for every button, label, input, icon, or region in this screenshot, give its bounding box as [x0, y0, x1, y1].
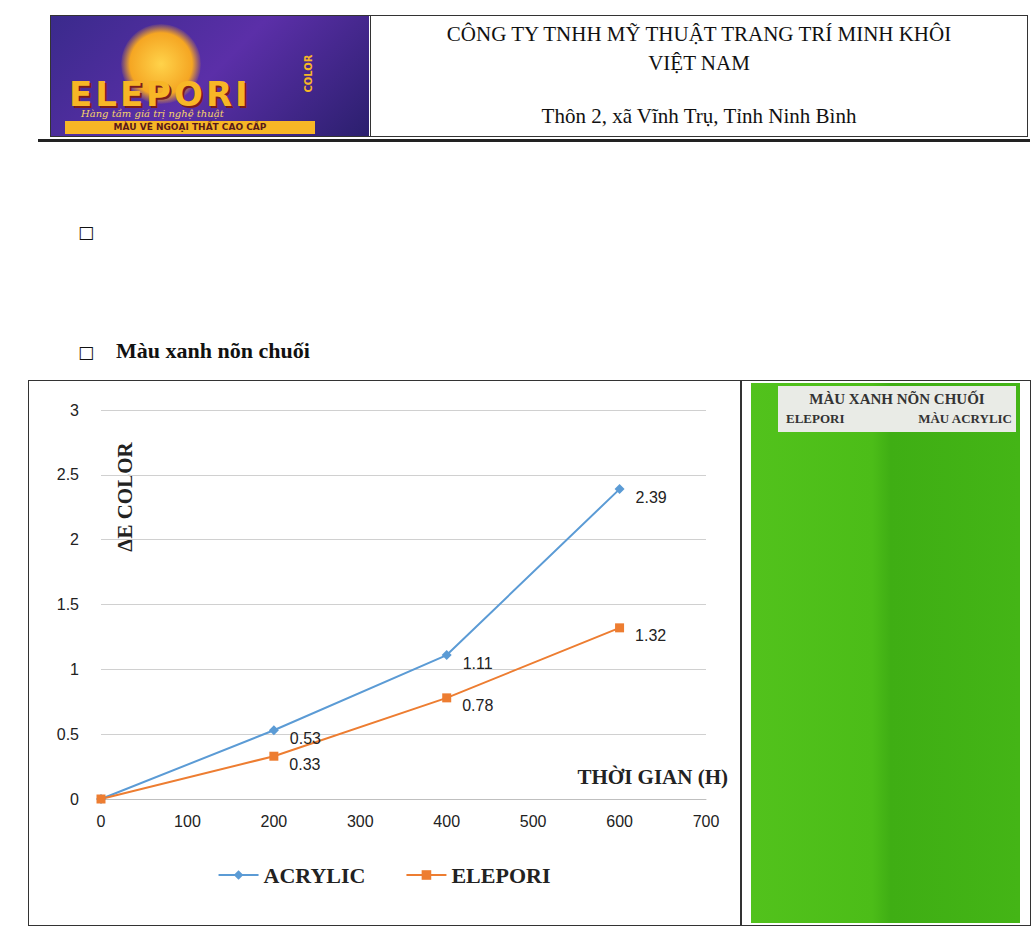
svg-text:ACRYLIC: ACRYLIC: [264, 863, 366, 888]
html-text:VIỆT NAM: VIỆT NAM: [648, 51, 750, 75]
svg-text:300: 300: [347, 813, 374, 830]
svg-text:500: 500: [520, 813, 547, 830]
svg-text:1: 1: [70, 661, 79, 678]
svg-text:THỜI GIAN (H): THỜI GIAN (H): [577, 765, 728, 789]
svg-text:0: 0: [97, 813, 106, 830]
svg-text:3: 3: [70, 402, 79, 419]
svg-text:200: 200: [261, 813, 288, 830]
html-text:CÔNG TY TNHH MỸ THUẬT TRANG TR: CÔNG TY TNHH MỸ THUẬT TRANG TRÍ MINH KHÔ…: [446, 22, 952, 46]
html-text:ELEPORI: ELEPORI: [69, 74, 251, 114]
svg-text:100: 100: [174, 813, 201, 830]
svg-text:0.5: 0.5: [57, 726, 79, 743]
html-text:MÀU XANH NÕN CHUỐI: MÀU XANH NÕN CHUỐI: [809, 391, 985, 407]
svg-text:2.39: 2.39: [636, 489, 667, 506]
svg-text:1.11: 1.11: [463, 655, 493, 672]
svg-text:ΔE COLOR: ΔE COLOR: [113, 441, 137, 551]
html-text:MÀU VẼ NGOẠI THẤT CAO CẤP: MÀU VẼ NGOẠI THẤT CAO CẤP: [113, 122, 267, 132]
svg-text:1.5: 1.5: [57, 596, 79, 613]
svg-text:0.33: 0.33: [289, 756, 320, 773]
svg-text:400: 400: [433, 813, 460, 830]
svg-text:2.5: 2.5: [57, 466, 79, 483]
html-text:COLOR: COLOR: [302, 54, 314, 93]
html-text:MÀU ACRYLIC: MÀU ACRYLIC: [918, 411, 1012, 426]
html-text:Màu xanh nõn chuối: Màu xanh nõn chuối: [116, 338, 310, 363]
svg-text:600: 600: [606, 813, 633, 830]
html-text:Thôn 2, xã Vĩnh Trụ, Tỉnh Ninh: Thôn 2, xã Vĩnh Trụ, Tỉnh Ninh Bình: [541, 104, 857, 128]
svg-text:1.32: 1.32: [635, 627, 666, 644]
svg-text:0.53: 0.53: [290, 730, 321, 747]
svg-text:700: 700: [693, 813, 720, 830]
svg-text:ELEPORI: ELEPORI: [451, 863, 550, 888]
svg-text:0.78: 0.78: [462, 697, 493, 714]
svg-text:2: 2: [70, 531, 79, 548]
html-text:Hàng tầm giá trị nghệ thuật: Hàng tầm giá trị nghệ thuật: [81, 108, 224, 119]
html-text:ELEPORI: ELEPORI: [786, 411, 845, 426]
svg-text:0: 0: [70, 791, 79, 808]
